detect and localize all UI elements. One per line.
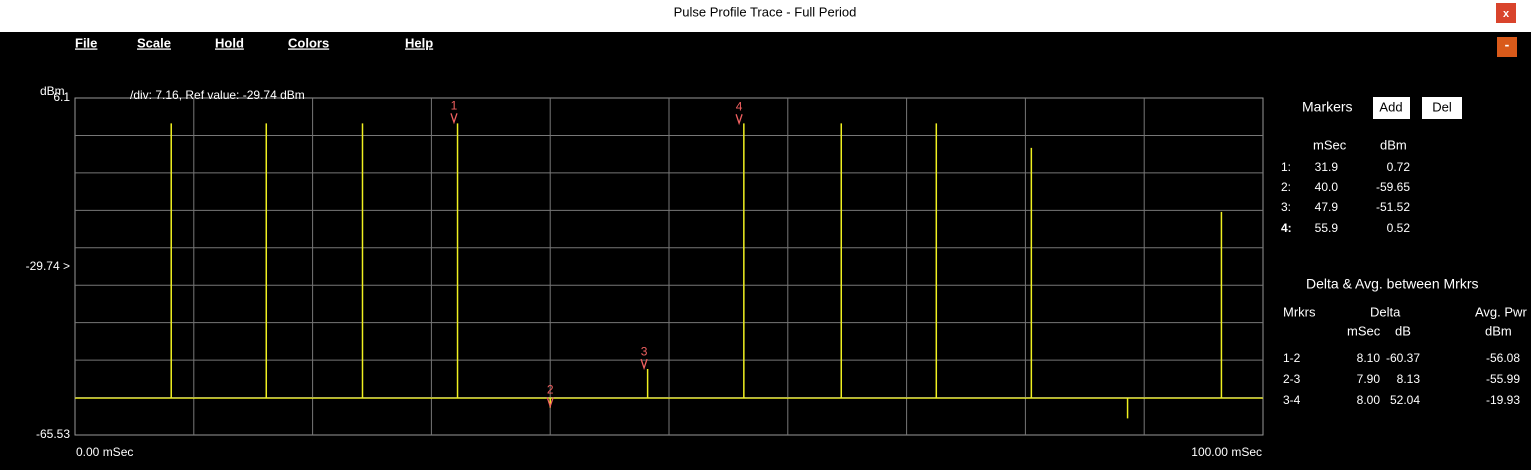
subheader: mSec: [1347, 323, 1381, 338]
del-button[interactable]: [1422, 97, 1462, 119]
markers-title: Markers: [1302, 99, 1353, 115]
marker-dbm: -51.52: [1376, 200, 1410, 214]
delta-cell: 7.90: [1357, 372, 1381, 386]
marker-msec: 31.9: [1315, 160, 1339, 174]
close-button[interactable]: [1496, 3, 1516, 23]
marker-msec: 40.0: [1315, 180, 1339, 194]
marker-arrow: [546, 397, 554, 409]
marker-msec: 47.9: [1315, 200, 1339, 214]
subheader: dBm: [1485, 323, 1512, 338]
y-unit: dBm: [40, 84, 65, 98]
delta-cell: 2-3: [1283, 372, 1301, 386]
plot-marker-label: 4: [736, 99, 743, 113]
delta-cell: -56.08: [1486, 351, 1520, 365]
menu-item[interactable]: Colors: [288, 35, 329, 50]
delta-title: Delta & Avg. between Mrkrs: [1306, 276, 1478, 292]
x-tick-label: 100.00 mSec: [1191, 445, 1262, 459]
minimize-button[interactable]: [1497, 37, 1517, 57]
menu-item[interactable]: File: [75, 35, 97, 50]
delta-cell: 8.13: [1397, 372, 1421, 386]
header: Mrkrs: [1283, 304, 1316, 319]
y-tick-label: -29.74 >: [26, 259, 70, 273]
scale-note: /div: 7.16, Ref value: -29.74 dBm: [130, 88, 305, 102]
delta-cell: 1-2: [1283, 351, 1301, 365]
marker-dbm: -59.65: [1376, 180, 1410, 194]
delta-cell: -19.93: [1486, 393, 1520, 407]
header: mSec: [1313, 137, 1347, 152]
delta-cell: 52.04: [1390, 393, 1420, 407]
header: dBm: [1380, 137, 1407, 152]
add-label[interactable]: Add: [1379, 99, 1402, 114]
header: Avg. Pwr: [1475, 304, 1527, 319]
marker-id: 3:: [1281, 200, 1291, 214]
marker-arrow: [450, 113, 458, 125]
y-tick-label: 6.1: [53, 90, 70, 104]
del-label[interactable]: Del: [1432, 99, 1452, 114]
delta-cell: -60.37: [1386, 351, 1420, 365]
y-tick-label: -65.53: [36, 427, 70, 441]
delta-cell: 3-4: [1283, 393, 1301, 407]
title-bar: [0, 0, 1531, 32]
marker-arrow: [735, 114, 743, 126]
minimize-icon[interactable]: -: [1505, 37, 1510, 53]
plot-marker-label: 3: [641, 344, 648, 358]
window-title: Pulse Profile Trace - Full Period: [674, 4, 857, 19]
plot-marker-label: 2: [547, 383, 554, 397]
plot-marker-label: 1: [451, 98, 458, 112]
close-icon[interactable]: x: [1503, 8, 1510, 20]
menu-item[interactable]: Scale: [137, 35, 171, 50]
header: Delta: [1370, 304, 1401, 319]
marker-msec: 55.9: [1315, 221, 1339, 235]
menu-item[interactable]: Help: [405, 35, 433, 50]
delta-cell: 8.10: [1357, 351, 1381, 365]
marker-id: 2:: [1281, 180, 1291, 194]
delta-cell: -55.99: [1486, 372, 1520, 386]
menu-item[interactable]: Hold: [215, 35, 244, 50]
marker-id: 1:: [1281, 160, 1291, 174]
add-button[interactable]: [1373, 97, 1410, 119]
delta-cell: 8.00: [1357, 393, 1381, 407]
marker-dbm: 0.72: [1387, 160, 1411, 174]
marker-id: 4:: [1281, 221, 1292, 235]
marker-dbm: 0.52: [1387, 221, 1411, 235]
marker-arrow: [640, 358, 648, 371]
subheader: dB: [1395, 323, 1411, 338]
x-tick-label: 0.00 mSec: [76, 445, 133, 459]
